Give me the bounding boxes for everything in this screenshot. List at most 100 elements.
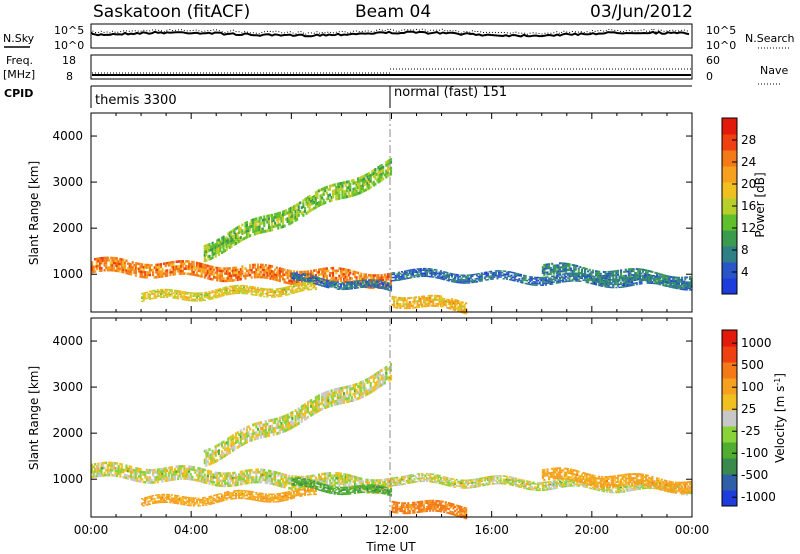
power-cell: [184, 293, 188, 295]
power-cell: [574, 274, 577, 277]
power-cell: [361, 181, 364, 185]
power-cell: [169, 261, 172, 264]
power-cell: [200, 292, 203, 294]
power-cell: [344, 287, 347, 289]
power-cell: [424, 275, 427, 277]
velocity-cell: [308, 411, 311, 415]
velocity-cell: [172, 470, 175, 474]
power-cell: [443, 272, 446, 275]
power-cell: [688, 282, 692, 284]
power-cell: [350, 282, 353, 284]
power-cell: [573, 266, 576, 269]
power-cell: [461, 301, 465, 304]
power-cell: [368, 172, 371, 175]
power-cell: [444, 304, 447, 307]
velocity-cell: [208, 472, 211, 475]
velocity-cell: [258, 471, 261, 474]
power-cell: [598, 274, 601, 277]
velocity-cell: [123, 473, 127, 477]
power-cell: [447, 275, 450, 277]
power-cell: [238, 239, 241, 243]
power-cell: [360, 284, 363, 286]
power-cell: [297, 208, 300, 212]
power-colorbar-swatch: [722, 118, 737, 135]
power-cell: [297, 280, 300, 284]
power-cell: [294, 290, 297, 292]
power-cell: [303, 207, 307, 210]
velocity-cell: [100, 471, 103, 475]
velocity-cell: [114, 467, 117, 470]
power-cell: [302, 282, 305, 284]
power-cell: [220, 277, 224, 280]
power-cell: [108, 259, 111, 262]
power-cell: [222, 250, 225, 254]
velocity-cell: [94, 475, 97, 478]
power-cell: [180, 267, 183, 270]
velocity-cell: [286, 419, 289, 423]
power-cell: [225, 291, 228, 293]
power-cell: [142, 298, 145, 301]
velocity-cell: [139, 480, 142, 483]
velocity-cell: [181, 472, 184, 475]
power-cell: [618, 286, 621, 289]
power-cell: [286, 211, 289, 215]
power-cell: [372, 274, 375, 277]
power-cell: [546, 282, 549, 284]
power-cell: [433, 294, 436, 297]
power-cell: [565, 279, 568, 281]
power-cell: [404, 297, 407, 300]
power-cell: [206, 243, 209, 247]
power-cell: [305, 286, 308, 288]
velocity-cell: [208, 479, 211, 483]
velocity-cell: [249, 436, 252, 440]
velocity-cell: [224, 445, 227, 449]
power-cell: [596, 276, 599, 279]
power-cell: [460, 274, 463, 276]
velocity-cell: [294, 475, 297, 479]
power-cell: [389, 286, 393, 288]
power-cell: [649, 276, 652, 279]
power-cell: [261, 227, 264, 231]
power-cell: [385, 285, 388, 288]
power-cell: [407, 303, 410, 306]
power-cell: [656, 281, 659, 283]
velocity-cell: [297, 413, 300, 417]
velocity-cell: [291, 419, 294, 423]
power-cell: [119, 257, 122, 261]
velocity-cell: [242, 475, 245, 478]
power-cell: [369, 282, 372, 284]
power-cell: [684, 282, 687, 285]
power-cell: [375, 286, 378, 289]
velocity-cell: [277, 484, 280, 487]
power-cell: [546, 263, 549, 266]
power-cell: [114, 259, 117, 263]
power-cell: [116, 264, 119, 268]
velocity-cell: [307, 401, 310, 404]
power-cell: [660, 279, 663, 282]
velocity-cell: [184, 474, 188, 478]
power-cell: [369, 286, 372, 289]
velocity-cell: [314, 407, 317, 411]
power-cell: [300, 278, 303, 280]
power-x-axis-ticks: [90, 113, 693, 312]
power-cell: [272, 290, 275, 292]
power-cell: [286, 281, 289, 285]
power-cell: [98, 264, 101, 268]
power-cell: [332, 276, 335, 280]
velocity-cell: [188, 465, 191, 468]
power-cell: [341, 287, 344, 289]
power-cell: [175, 289, 178, 292]
power-cell: [344, 284, 347, 286]
power-cell: [559, 274, 562, 276]
power-cell: [404, 303, 407, 306]
velocity-cell: [250, 432, 253, 436]
power-cell: [183, 294, 186, 296]
power-cell: [568, 267, 571, 270]
power-cell: [615, 282, 618, 284]
power-cell: [593, 282, 596, 284]
velocity-cell: [163, 470, 166, 473]
velocity-cell: [183, 470, 186, 473]
power-cell: [164, 290, 167, 292]
velocity-cell: [205, 481, 208, 484]
velocity-cell: [277, 431, 280, 435]
